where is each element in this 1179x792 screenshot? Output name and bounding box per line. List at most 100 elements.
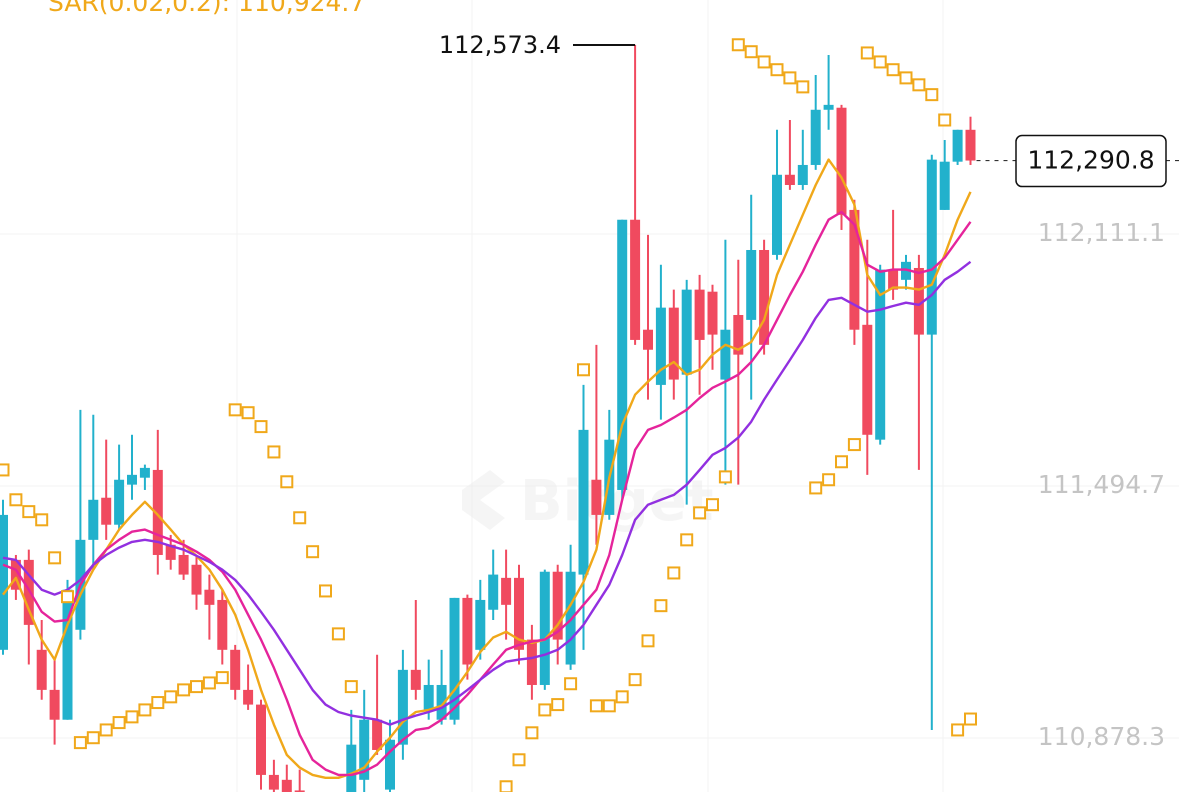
sar-point <box>512 753 526 767</box>
candle-body <box>436 684 447 720</box>
sar-point <box>112 716 126 730</box>
candle-body <box>178 554 189 575</box>
candle-body <box>539 571 550 685</box>
candle-body <box>49 689 60 720</box>
candle-body <box>397 669 408 745</box>
y-tick-label: 112,111.1 <box>1038 218 1165 247</box>
watermark-logo <box>462 470 505 530</box>
candle-body <box>797 164 808 185</box>
candle-body <box>772 174 782 255</box>
candle-body <box>939 161 950 210</box>
candle-body <box>668 307 679 380</box>
sar-point <box>293 511 307 525</box>
candle-body <box>23 559 34 625</box>
sar-point <box>551 698 565 712</box>
sar-point <box>73 736 87 750</box>
sar-point <box>615 690 629 704</box>
sar-point <box>964 712 977 726</box>
candle-body <box>810 109 821 165</box>
sar-point <box>306 545 320 559</box>
sar-point <box>628 673 642 687</box>
sar-point <box>241 406 255 420</box>
candle-body <box>875 269 886 440</box>
candle-body <box>617 219 628 490</box>
candle-body <box>127 474 137 485</box>
candle-body <box>204 589 215 605</box>
sar-point <box>331 627 345 641</box>
candle-body <box>0 514 8 650</box>
candle-body <box>836 107 847 215</box>
sar-point <box>138 703 152 717</box>
candle-body <box>230 649 241 690</box>
sar-point <box>641 634 655 648</box>
last-price-box <box>1015 134 1167 188</box>
sar-point <box>86 731 100 745</box>
candle-body <box>36 649 47 690</box>
sar-point <box>177 683 191 697</box>
candle-body <box>643 329 653 350</box>
sar-point <box>61 590 74 604</box>
candle-body <box>630 219 641 340</box>
candle-body <box>88 499 99 540</box>
candle-body <box>514 577 524 650</box>
sar-point <box>680 533 694 547</box>
candle-body <box>152 469 163 555</box>
candle-body <box>488 574 499 610</box>
candle-body <box>823 104 834 110</box>
sar-point <box>873 55 887 69</box>
candle-body <box>720 329 731 380</box>
candle-body <box>901 261 911 280</box>
sar-point <box>744 45 758 59</box>
candle-body <box>346 744 357 792</box>
sar-point <box>319 584 332 598</box>
y-tick-label: 111,494.7 <box>1038 470 1165 499</box>
candle-body <box>849 209 860 330</box>
candle-body <box>385 739 395 790</box>
ma-line <box>2 210 972 777</box>
candle-body <box>294 790 305 792</box>
sar-point <box>215 671 229 685</box>
indicator-label: SAR(0.02,0.2): 110,924.7 <box>48 0 365 17</box>
candle-body <box>10 559 21 590</box>
candle-body <box>746 249 757 320</box>
high-label: 112,573.4 <box>439 31 561 59</box>
sar-point <box>886 63 900 77</box>
sar-point <box>164 690 178 704</box>
candle-body <box>359 719 370 780</box>
sar-point <box>280 475 294 489</box>
sar-point <box>770 63 784 77</box>
sar-point <box>706 498 719 512</box>
candle-body <box>449 597 460 720</box>
sar-point <box>190 680 203 694</box>
ma-line <box>2 260 972 726</box>
candle-body <box>268 774 279 790</box>
sar-point <box>267 445 281 459</box>
sar-point <box>693 506 707 520</box>
sar-point <box>925 88 939 102</box>
candle-body <box>694 289 705 340</box>
candle-body <box>784 174 795 185</box>
sar-point <box>344 680 358 694</box>
candle-body <box>565 571 576 665</box>
candle-body <box>243 689 254 705</box>
sar-point <box>48 551 62 565</box>
candle-body <box>526 639 537 685</box>
y-tick-label: 110,878.3 <box>1038 722 1165 751</box>
candle-body <box>759 249 770 345</box>
sar-point <box>499 780 513 792</box>
sar-point <box>822 473 836 487</box>
sar-point <box>860 46 874 60</box>
candle-body <box>475 599 486 650</box>
candle-body <box>552 571 563 640</box>
sar-point <box>835 455 848 469</box>
sar-point <box>125 710 139 724</box>
sar-point <box>602 699 616 713</box>
sar-point <box>35 513 49 527</box>
candle-body <box>139 467 150 478</box>
sar-point <box>228 403 242 417</box>
candle-body <box>681 289 692 375</box>
candle-body <box>410 669 421 690</box>
candle-body <box>62 589 73 720</box>
sar-point <box>938 113 952 127</box>
